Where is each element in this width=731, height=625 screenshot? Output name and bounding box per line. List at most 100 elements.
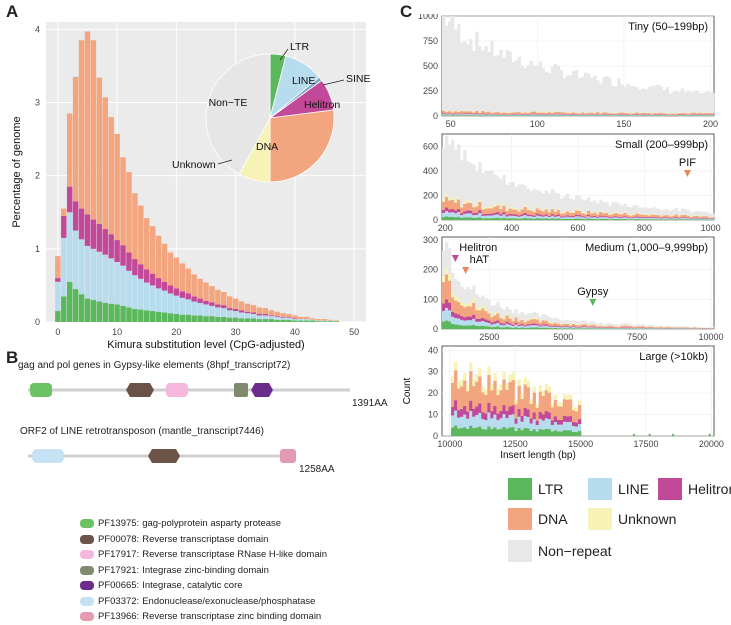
area-helitron (692, 217, 697, 219)
area-helitron (457, 314, 461, 319)
area-dna (596, 326, 600, 328)
area-ltr (672, 433, 675, 436)
y-axis-label: Count (402, 377, 413, 404)
area-ltr (614, 218, 618, 220)
area-line (574, 327, 579, 329)
area-unknown (614, 211, 618, 213)
area-dna (487, 208, 491, 214)
area-dna (571, 112, 576, 114)
area-line (475, 321, 479, 327)
area-helitron (578, 326, 582, 328)
area-helitron (587, 114, 591, 115)
area-non-repeat (472, 285, 476, 300)
area-ltr (541, 429, 546, 436)
area-unknown (457, 382, 461, 389)
bar-line (262, 315, 268, 320)
area-unknown (463, 304, 467, 308)
legend-item-nonrepeat: Non−repeat (508, 540, 612, 562)
area-non-repeat (535, 313, 540, 319)
area-unknown (481, 110, 485, 111)
area-ltr (602, 115, 606, 116)
area-ltr (463, 325, 467, 329)
area-unknown (466, 110, 470, 112)
area-unknown (568, 211, 573, 213)
area-unknown (550, 207, 555, 210)
area-non-repeat (686, 326, 691, 328)
area-line (638, 328, 642, 329)
area-unknown (505, 209, 509, 211)
bar-ltr (309, 320, 316, 322)
area-helitron (517, 324, 521, 327)
area-non-repeat (674, 90, 679, 114)
area-helitron (659, 218, 663, 219)
legend-desc: Reverse transcriptase RNase H-like domai… (142, 549, 327, 560)
area-helitron (701, 217, 706, 219)
area-helitron (541, 215, 546, 217)
area-dna (662, 113, 666, 115)
area-helitron (571, 216, 576, 218)
area-helitron (454, 210, 458, 214)
area-non-repeat (584, 200, 588, 214)
area-non-repeat (457, 281, 461, 299)
area-helitron (520, 214, 524, 216)
area-ltr (487, 326, 491, 329)
area-dna (526, 113, 530, 115)
area-line (571, 426, 576, 432)
area-unknown (454, 361, 458, 371)
x-tick-label: 800 (637, 223, 652, 233)
area-helitron (517, 113, 521, 115)
area-dna (496, 205, 500, 213)
area-helitron (523, 407, 527, 417)
bar-helitron (238, 310, 245, 313)
area-ltr (653, 219, 657, 220)
area-non-repeat (665, 325, 669, 327)
area-unknown (608, 214, 612, 215)
area-dna (671, 113, 676, 115)
area-ltr (562, 218, 567, 220)
area-ltr (442, 321, 446, 329)
area-ltr (466, 325, 470, 329)
area-dna (451, 112, 455, 114)
area-non-repeat (517, 313, 521, 321)
area-ltr (472, 217, 476, 220)
area-non-repeat (496, 176, 500, 204)
area-dna (448, 280, 452, 303)
area-ltr (544, 428, 549, 436)
area-ltr (538, 327, 543, 329)
area-ltr (680, 219, 685, 220)
area-dna (641, 326, 645, 328)
area-non-repeat (581, 76, 585, 113)
area-helitron (496, 320, 500, 323)
line-domain-track (28, 449, 296, 463)
area-dna (653, 113, 657, 115)
area-non-repeat (487, 300, 491, 312)
area-ltr (499, 327, 503, 329)
legend-pfam-id: PF17917: (98, 549, 140, 560)
area-unknown (547, 111, 552, 113)
area-helitron (475, 212, 479, 215)
bar-dna (102, 97, 108, 230)
bar-ltr (203, 316, 209, 322)
area-dna (668, 216, 672, 219)
area-dna (593, 212, 597, 216)
area-unknown (538, 385, 543, 392)
legend-item-unknown: Unknown (588, 508, 676, 530)
area-ltr (626, 328, 630, 329)
area-unknown (590, 212, 594, 214)
area-non-repeat (496, 55, 500, 112)
area-unknown (535, 403, 540, 408)
area-dna (593, 325, 597, 327)
area-non-repeat (611, 202, 615, 214)
area-dna (707, 217, 712, 219)
area-dna (611, 214, 615, 217)
area-dna (641, 214, 645, 218)
area-unknown (532, 110, 536, 112)
area-non-repeat (466, 287, 470, 304)
area-unknown (493, 111, 497, 113)
area-dna (529, 319, 533, 324)
area-non-repeat (623, 203, 627, 212)
area-dna (562, 399, 567, 416)
area-dna (565, 211, 570, 216)
area-helitron (656, 217, 660, 219)
pie-label-dna: DNA (256, 141, 278, 153)
